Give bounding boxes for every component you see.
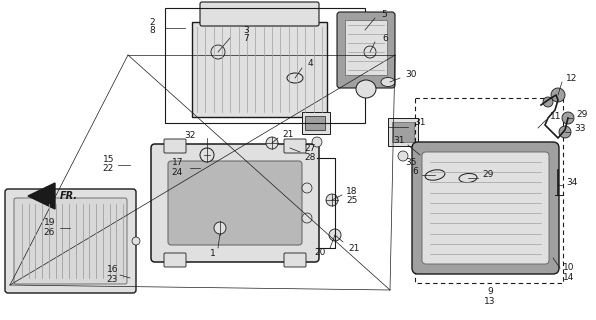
Bar [165,8,365,123]
Bar [302,112,330,134]
Circle shape [559,126,571,138]
Bar [388,118,418,146]
Circle shape [312,137,322,147]
Ellipse shape [459,173,477,182]
Text: 19: 19 [44,218,55,227]
Text: 25: 25 [346,196,358,204]
Text: 29: 29 [576,109,588,118]
Text: 22: 22 [103,164,114,172]
Text: 28: 28 [304,153,315,162]
Ellipse shape [356,80,376,98]
Bar [192,22,327,117]
Text: 4: 4 [308,59,313,68]
Text: 17: 17 [172,157,183,166]
Ellipse shape [425,170,445,180]
Text: 21: 21 [282,130,293,139]
FancyBboxPatch shape [164,253,186,267]
Circle shape [211,45,225,59]
Text: FR.: FR. [60,191,78,201]
Text: 31: 31 [393,135,405,145]
Text: 18: 18 [346,187,358,196]
Text: 12: 12 [566,74,578,83]
Circle shape [562,112,574,124]
FancyBboxPatch shape [168,161,302,245]
FancyBboxPatch shape [422,152,549,264]
FancyBboxPatch shape [284,253,306,267]
Text: 6: 6 [412,166,418,175]
FancyBboxPatch shape [164,139,186,153]
Text: 20: 20 [315,247,326,257]
Text: 29: 29 [482,170,493,179]
Circle shape [543,97,553,107]
Circle shape [326,194,338,206]
Text: 9: 9 [487,287,493,297]
Text: 21: 21 [348,244,359,252]
Text: 6: 6 [382,34,388,43]
Polygon shape [28,183,55,209]
Circle shape [398,151,408,161]
Circle shape [302,213,312,223]
Text: 27: 27 [304,143,315,153]
Circle shape [551,88,565,102]
Text: 26: 26 [44,228,55,236]
Text: 2: 2 [150,18,155,27]
FancyBboxPatch shape [151,144,319,262]
Bar [415,98,563,283]
FancyBboxPatch shape [284,139,306,153]
Text: 31: 31 [414,117,426,126]
Text: 13: 13 [484,298,496,307]
Circle shape [266,137,278,149]
Text: 23: 23 [107,276,118,284]
Circle shape [200,148,214,162]
Circle shape [302,183,312,193]
Text: 5: 5 [381,10,387,19]
Text: 33: 33 [574,124,585,132]
Circle shape [364,46,376,58]
Text: 32: 32 [185,131,196,140]
Text: 8: 8 [149,26,155,35]
Text: 7: 7 [243,34,249,43]
Text: 35: 35 [405,157,417,166]
Text: 34: 34 [566,178,578,187]
Text: 3: 3 [243,26,249,35]
Circle shape [329,229,341,241]
Bar [305,116,325,130]
FancyBboxPatch shape [337,12,395,88]
Text: 15: 15 [103,155,114,164]
Bar [345,20,387,75]
Bar [392,122,414,142]
Circle shape [214,222,226,234]
Ellipse shape [287,73,303,83]
Ellipse shape [381,77,395,86]
Text: 11: 11 [550,111,561,121]
Text: 10: 10 [563,263,575,273]
FancyBboxPatch shape [412,142,559,274]
Text: 24: 24 [172,167,183,177]
Text: 14: 14 [563,274,575,283]
Text: 16: 16 [107,266,118,275]
FancyBboxPatch shape [200,2,319,26]
FancyBboxPatch shape [5,189,136,293]
FancyBboxPatch shape [14,198,127,284]
Ellipse shape [132,237,140,245]
Text: 30: 30 [405,69,417,78]
Text: 1: 1 [210,250,216,259]
